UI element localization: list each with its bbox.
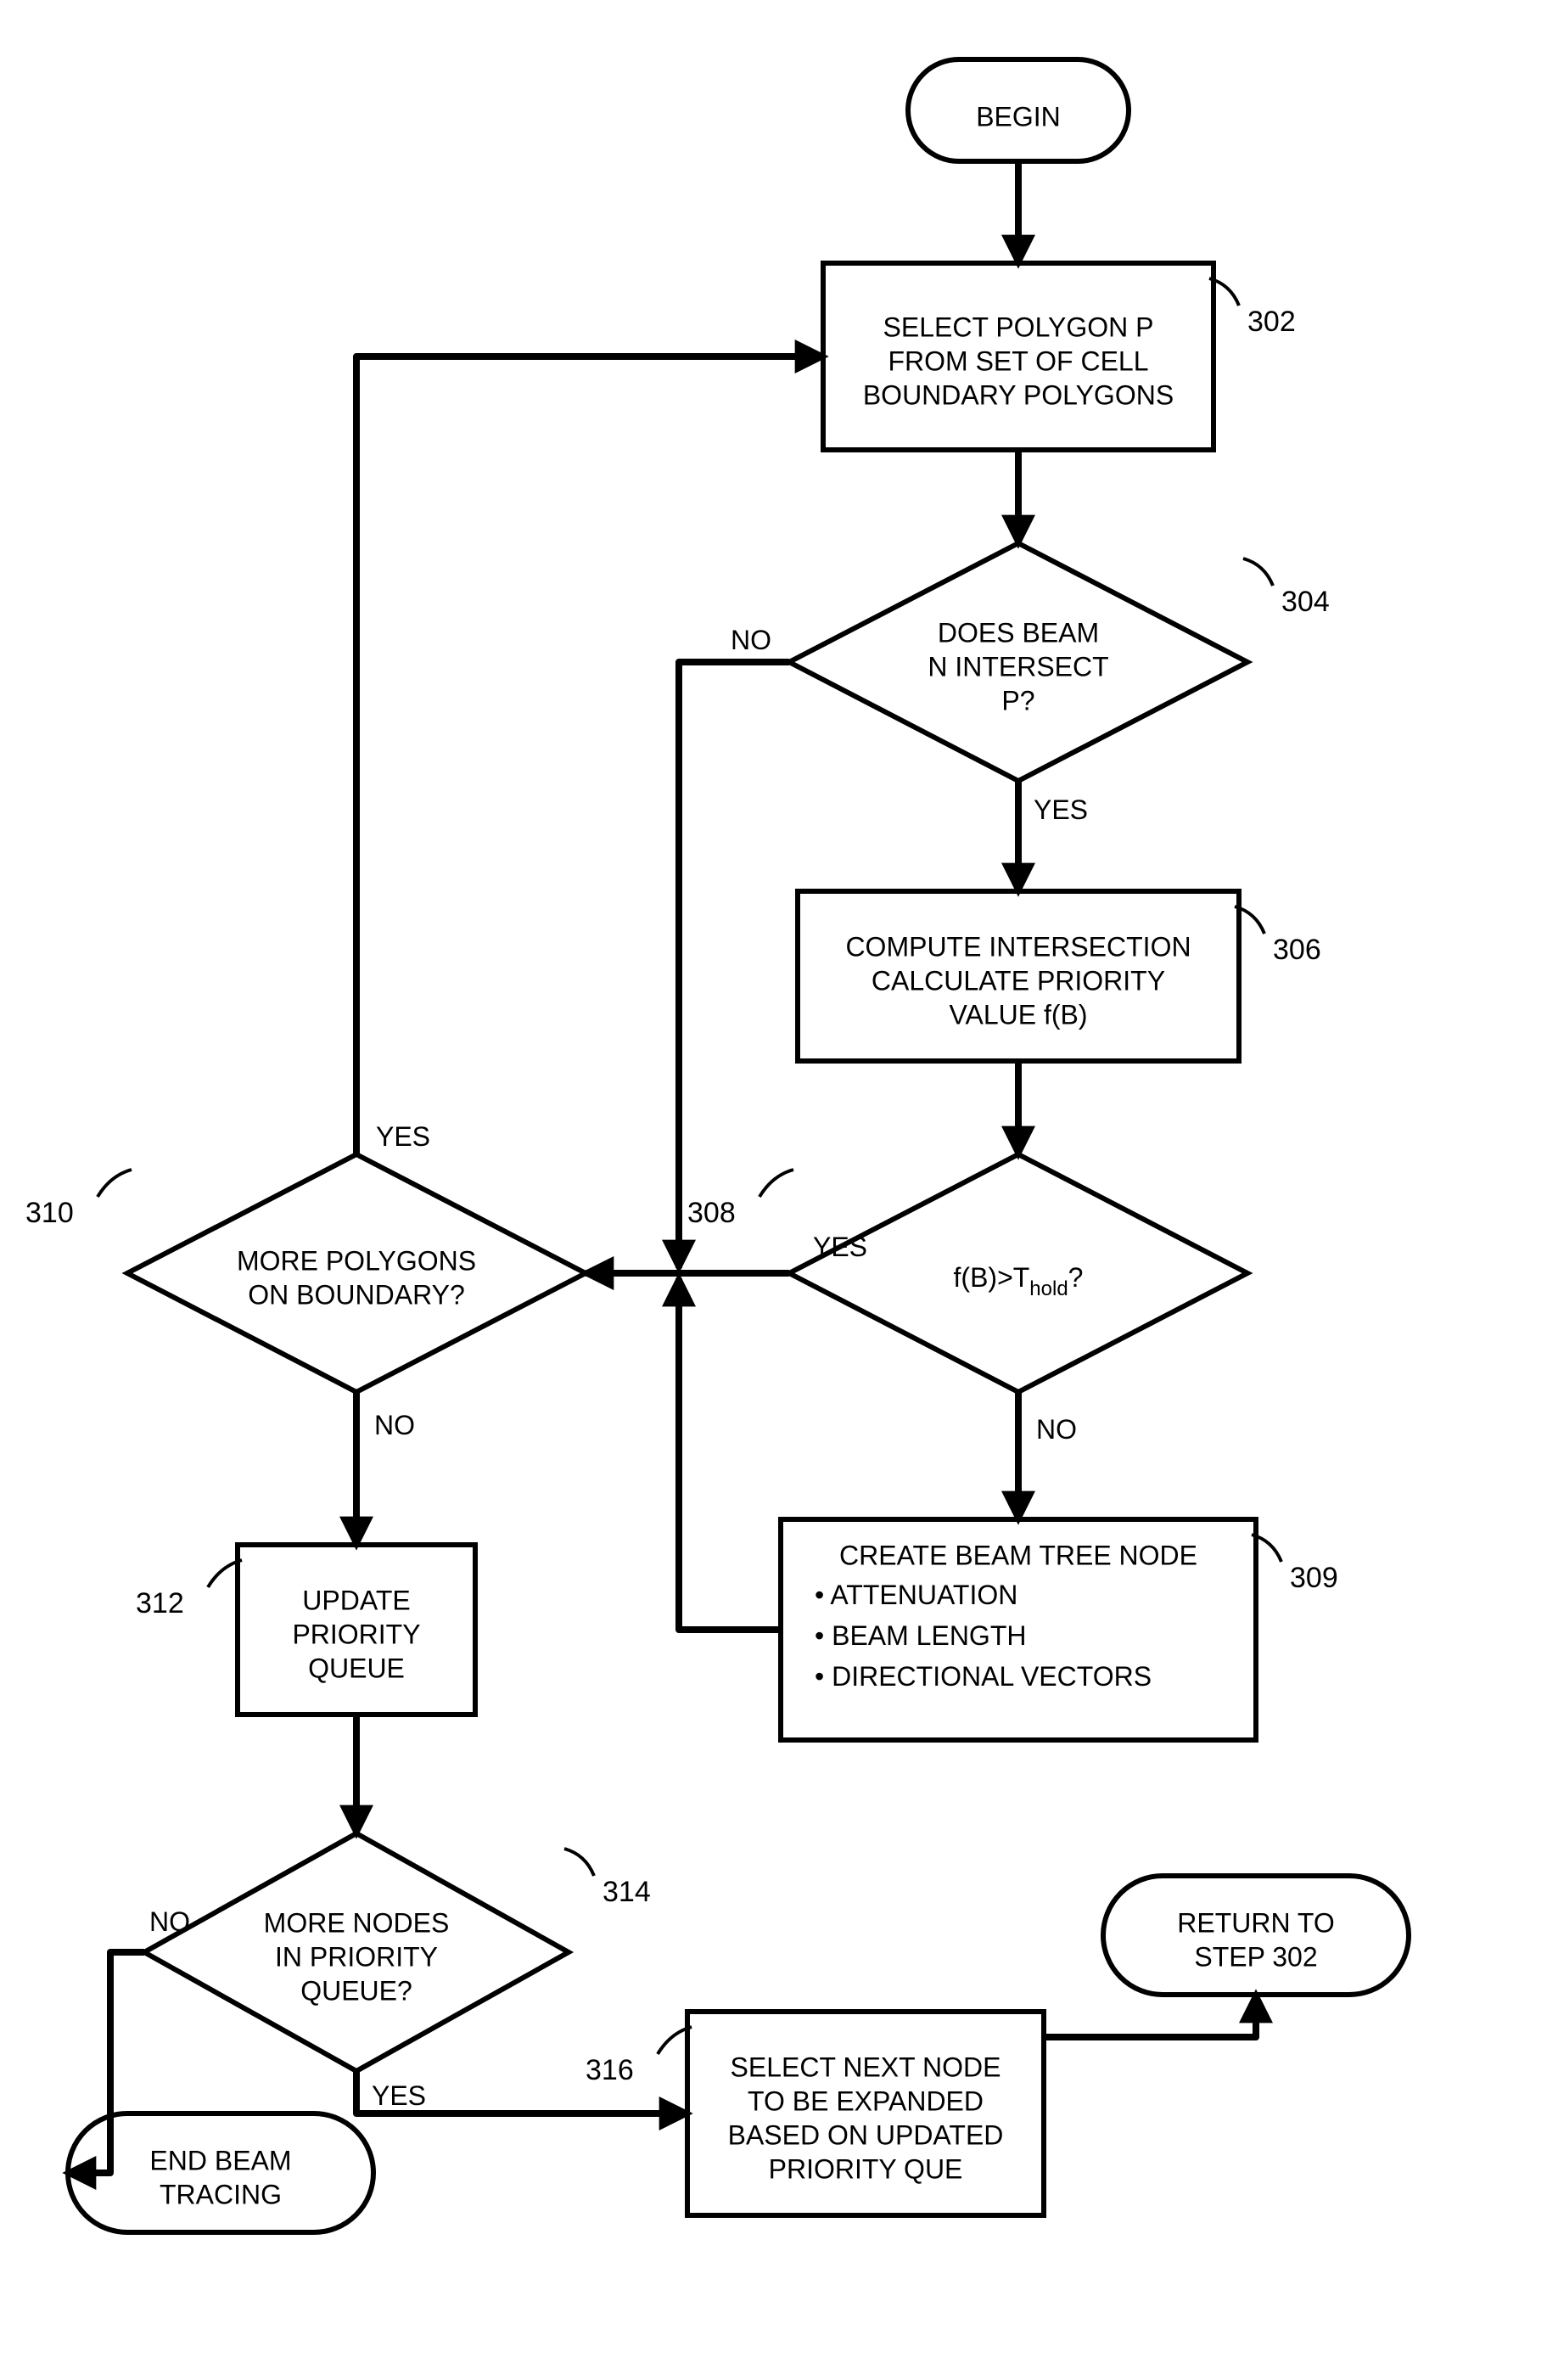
svg-text:VALUE f(B): VALUE f(B) (950, 999, 1088, 1030)
svg-text:YES: YES (1034, 794, 1088, 825)
svg-text:PRIORITY: PRIORITY (292, 1619, 420, 1649)
svg-text:312: 312 (136, 1587, 184, 1619)
svg-text:NO: NO (374, 1410, 415, 1440)
svg-text:YES: YES (813, 1232, 867, 1262)
svg-text:BOUNDARY POLYGONS: BOUNDARY POLYGONS (863, 379, 1174, 410)
svg-text:309: 309 (1290, 1562, 1338, 1594)
svg-text:• DIRECTIONAL VECTORS: • DIRECTIONAL VECTORS (815, 1661, 1152, 1692)
svg-text:MORE POLYGONS: MORE POLYGONS (237, 1245, 476, 1276)
svg-text:NO: NO (149, 1906, 190, 1937)
svg-text:CALCULATE PRIORITY: CALCULATE PRIORITY (872, 965, 1165, 996)
svg-text:BASED ON UPDATED: BASED ON UPDATED (728, 2119, 1004, 2150)
svg-text:COMPUTE INTERSECTION: COMPUTE INTERSECTION (845, 931, 1191, 962)
svg-text:TO BE EXPANDED: TO BE EXPANDED (748, 2085, 984, 2116)
svg-text:SELECT NEXT NODE: SELECT NEXT NODE (731, 2052, 1001, 2082)
flowchart-diagram: BEGIN SELECT POLYGON PFROM SET OF CELLBOU… (0, 0, 1547, 2380)
svg-text:ON BOUNDARY?: ON BOUNDARY? (248, 1279, 464, 1310)
svg-text:BEGIN: BEGIN (976, 101, 1061, 132)
svg-text:DOES BEAM: DOES BEAM (938, 617, 1099, 648)
svg-text:PRIORITY QUE: PRIORITY QUE (769, 2153, 963, 2184)
svg-text:MORE NODES: MORE NODES (264, 1907, 450, 1938)
svg-text:IN PRIORITY: IN PRIORITY (275, 1941, 438, 1972)
svg-text:• BEAM LENGTH: • BEAM LENGTH (815, 1620, 1026, 1651)
svg-text:CREATE BEAM TREE NODE: CREATE BEAM TREE NODE (839, 1540, 1197, 1570)
svg-text:304: 304 (1281, 586, 1330, 618)
svg-text:END BEAM: END BEAM (149, 2145, 291, 2175)
svg-text:308: 308 (687, 1197, 736, 1229)
svg-text:TRACING: TRACING (160, 2179, 282, 2209)
svg-text:314: 314 (603, 1876, 651, 1908)
svg-text:YES: YES (376, 1121, 430, 1152)
svg-text:P?: P? (1001, 685, 1034, 716)
svg-text:302: 302 (1247, 306, 1296, 338)
svg-text:QUEUE?: QUEUE? (300, 1975, 412, 2006)
svg-text:306: 306 (1273, 934, 1321, 966)
svg-text:310: 310 (25, 1197, 74, 1229)
svg-text:SELECT POLYGON P: SELECT POLYGON P (883, 312, 1154, 342)
svg-text:STEP 302: STEP 302 (1194, 1941, 1317, 1972)
svg-text:f(B)>Thold?: f(B)>Thold? (954, 1262, 1084, 1300)
svg-text:NO: NO (731, 625, 771, 655)
svg-text:RETURN TO: RETURN TO (1177, 1907, 1335, 1938)
svg-text:N INTERSECT: N INTERSECT (928, 651, 1108, 682)
svg-text:FROM SET OF CELL: FROM SET OF CELL (888, 345, 1148, 376)
svg-text:UPDATE: UPDATE (302, 1585, 410, 1615)
svg-text:YES: YES (372, 2080, 426, 2111)
svg-text:• ATTENUATION: • ATTENUATION (815, 1580, 1017, 1610)
svg-text:NO: NO (1036, 1414, 1077, 1445)
svg-text:316: 316 (586, 2054, 634, 2086)
svg-text:QUEUE: QUEUE (308, 1653, 405, 1683)
